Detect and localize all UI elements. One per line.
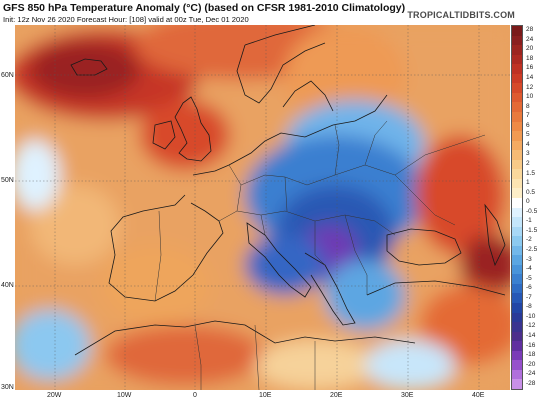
scale-swatch [512, 283, 522, 294]
scale-swatch [512, 188, 522, 199]
scale-label: 20 [526, 45, 534, 53]
scale-swatch [512, 169, 522, 180]
scale-label: 1.5 [526, 169, 536, 177]
scale-label: 16 [526, 64, 534, 72]
scale-label: -4 [526, 265, 532, 273]
scale-swatch [512, 255, 522, 266]
scale-swatch [512, 236, 522, 247]
lat-label-30n: 30N [1, 384, 14, 391]
scale-swatch [512, 111, 522, 123]
scale-swatch [512, 360, 522, 371]
scale-label: -8 [526, 303, 532, 311]
scale-swatch [512, 293, 522, 304]
lon-label-10e: 10E [259, 392, 272, 399]
scale-label: -0.5 [526, 207, 538, 215]
scale-swatch [512, 217, 522, 228]
scale-label: 14 [526, 74, 534, 82]
graticule [15, 25, 510, 390]
scale-label: -12 [526, 322, 536, 330]
anomaly-map [15, 25, 510, 390]
scale-label: 4 [526, 140, 530, 148]
scale-label: -10 [526, 312, 536, 320]
scale-label: -6 [526, 284, 532, 292]
lon-label-10w: 10W [117, 392, 132, 399]
scale-label: 3 [526, 150, 530, 158]
lon-label-20w: 20W [47, 392, 62, 399]
scale-label: 0 [526, 198, 530, 206]
scale-swatch [512, 45, 522, 56]
scale-swatch [512, 197, 522, 208]
lat-label-40n: 40N [1, 282, 14, 289]
scale-label: -3 [526, 255, 532, 263]
scale-swatch [512, 312, 522, 323]
scale-label: -1 [526, 217, 532, 225]
scale-label: 1 [526, 179, 530, 187]
scale-swatch [512, 102, 522, 113]
scale-label: 18 [526, 54, 534, 62]
scale-swatch [512, 226, 522, 237]
scale-label: -16 [526, 341, 536, 349]
scale-swatch [512, 131, 522, 142]
scale-swatch [512, 35, 522, 46]
scale-swatch [512, 54, 522, 65]
scale-swatch [512, 331, 522, 342]
scale-label: 10 [526, 93, 534, 101]
lon-label-0: 0 [193, 392, 197, 399]
scale-label: 2 [526, 160, 530, 167]
scale-swatch [512, 341, 522, 352]
scale-label: -2 [526, 236, 532, 244]
scale-swatch [512, 150, 522, 161]
scale-swatch [512, 26, 522, 37]
scale-label: -1.5 [526, 226, 538, 234]
scale-swatch [512, 83, 522, 94]
scale-swatch [512, 303, 522, 314]
scale-label: -18 [526, 351, 536, 359]
scale-swatch [512, 350, 522, 361]
lon-label-20e: 20E [330, 392, 343, 399]
map-subtitle: Init: 12z Nov 26 2020 Forecast Hour: [10… [3, 15, 249, 24]
scale-label: -20 [526, 360, 536, 368]
scale-swatch [512, 178, 522, 189]
map-canvas [15, 25, 510, 390]
lon-label-40e: 40E [472, 392, 485, 399]
scale-label: 8 [526, 102, 530, 110]
map-title: GFS 850 hPa Temperature Anomaly (°C) (ba… [3, 2, 406, 14]
scale-swatch [512, 64, 522, 75]
lat-label-60n: 60N [1, 72, 14, 79]
site-watermark: TROPICALTIDBITS.COM [407, 10, 515, 20]
scale-label: 6 [526, 121, 530, 129]
scale-label: 5 [526, 131, 530, 139]
scale-label: 28 [526, 26, 534, 34]
scale-label: -7 [526, 293, 532, 301]
scale-swatch [512, 369, 522, 380]
scale-label: -28 [526, 379, 536, 387]
scale-label: 12 [526, 83, 534, 91]
scale-swatch [512, 379, 522, 390]
scale-swatch [512, 322, 522, 333]
lon-label-30e: 30E [401, 392, 414, 399]
scale-swatch [512, 121, 522, 132]
scale-label: -24 [526, 370, 536, 378]
scale-swatch [512, 140, 522, 151]
scale-label: -14 [526, 331, 536, 339]
scale-swatch [512, 73, 522, 84]
scale-swatch [512, 274, 522, 285]
scale-swatch [512, 264, 522, 275]
scale-swatch [512, 207, 522, 218]
coastlines [70, 25, 506, 356]
scale-label: -2.5 [526, 245, 538, 253]
scale-swatch [512, 245, 522, 256]
scale-label: -5 [526, 274, 532, 282]
scale-swatch [512, 159, 522, 170]
country-borders [154, 120, 486, 390]
color-scale-bar [511, 25, 523, 390]
lat-label-50n: 50N [1, 177, 14, 184]
scale-label: 7 [526, 112, 530, 120]
scale-swatch [512, 92, 522, 103]
scale-label: 0.5 [526, 188, 536, 196]
scale-label: 24 [526, 35, 534, 43]
anomaly-field [15, 25, 510, 390]
